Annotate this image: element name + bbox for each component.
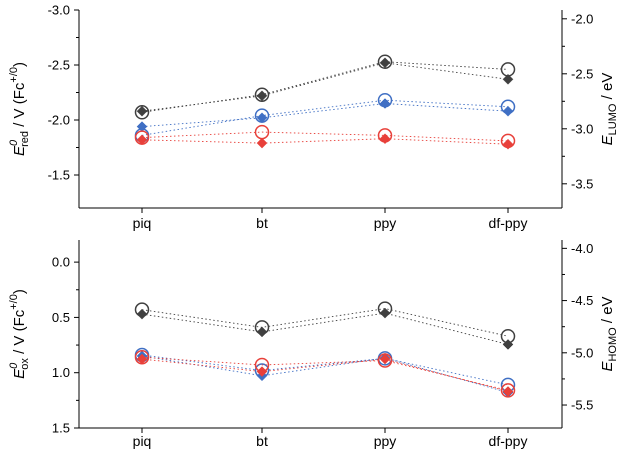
p2-series-line [141, 358, 509, 392]
p1-left-axis-title-main: E [11, 145, 28, 156]
p2-right-axis-title-main: E [599, 361, 616, 372]
p1-left-axis-title-tail: / V (Fc [11, 82, 28, 131]
p1-left-axis-title-tail-sup: +/0 [8, 67, 20, 83]
p1-series-2 [136, 57, 514, 117]
p1-left-tick-label: -2.5 [48, 58, 70, 73]
p1-right-axis-title-tail: / eV [599, 73, 616, 104]
p2-left-axis-title-sup: 0 [8, 362, 20, 369]
p1-series-line [141, 99, 509, 136]
p2-circle-point [500, 383, 516, 398]
p1-diamond-point [136, 105, 148, 117]
p1-diamond-point [136, 134, 148, 146]
p2-diamond-point [502, 386, 514, 397]
p2-left-axis-title-sub: ox [19, 358, 31, 370]
p1-series-5 [134, 124, 516, 149]
p2-diamond-point [256, 366, 268, 377]
p1-right-axis-title-main: E [599, 134, 616, 145]
p2-left-axis-title: E0ox / V (Fc+/0) [8, 289, 31, 379]
p2-category-label: bt [256, 433, 268, 449]
p1-series-line [141, 61, 509, 113]
p1-right-axis-title: ELUMO / eV [599, 73, 619, 146]
p1-right-tick-label: -2.5 [571, 66, 593, 81]
p1-series-line [141, 103, 509, 128]
p1-category-label: bt [256, 215, 268, 231]
chart-panel-1: -1.5 -2.0 -2.5 -3.0 -3.5 -3.0 -2.5 -2.0 piq bt ppy… [8, 3, 619, 232]
p1-category-label: ppy [374, 215, 397, 231]
p2-right-axis-title: EHOMO / eV [599, 296, 619, 371]
p1-series-1 [134, 54, 516, 120]
p1-right-tick-label: -3.0 [571, 121, 593, 136]
p2-series-5 [134, 349, 516, 398]
p2-series-4 [136, 350, 514, 398]
p1-left-axis-title-close: ) [11, 62, 28, 67]
p2-diamond-point [502, 339, 514, 350]
p2-series-2 [136, 307, 514, 350]
p1-diamond-point [256, 137, 268, 149]
p2-diamond-point [136, 308, 148, 320]
p1-diamond-point [256, 112, 268, 124]
p2-right-axis-title-sub: HOMO [607, 327, 619, 362]
p2-series-line [141, 355, 509, 393]
p1-diamond-point [379, 133, 391, 145]
p1-series-line [141, 62, 509, 112]
p1-category-label: df-ppy [489, 215, 528, 231]
p2-left-axis-title-tail-sup: +/0 [8, 294, 20, 310]
p2-right-tick-label: -4.0 [571, 241, 593, 256]
chart-panel-2: 0.0 0.5 1.0 1.5 -5.5 -5.0 -4.5 -4.0 piq bt ppy df-p… [8, 240, 619, 449]
p1-diamond-point [379, 98, 391, 109]
p2-right-tick-label: -4.5 [571, 293, 593, 308]
p1-diamond-point [502, 105, 514, 117]
p2-series-6 [136, 353, 514, 397]
p1-left-axis-title-sub: red [19, 131, 31, 147]
p1-left-tick-label: -3.0 [48, 3, 70, 18]
p1-diamond-point [502, 138, 514, 150]
p1-left-axis-title: E0red / V (Fc+/0) [8, 62, 31, 156]
p2-series-3 [134, 347, 516, 393]
p1-series-3 [134, 92, 516, 143]
p1-category-label: piq [133, 215, 152, 231]
p2-diamond-point [379, 353, 391, 365]
p2-left-tick-label: 0.5 [52, 310, 70, 325]
p1-left-tick-label: -1.5 [48, 168, 70, 183]
p2-diamond-point [256, 326, 268, 338]
p2-left-tick-label: 1.5 [52, 421, 70, 436]
p2-category-label: df-ppy [489, 433, 528, 449]
p1-left-axis-title-sup: 0 [8, 139, 20, 146]
p1-diamond-point [502, 73, 514, 85]
p2-left-axis-title-main: E [11, 368, 28, 379]
p2-category-label: ppy [374, 433, 397, 449]
p2-series-line [141, 312, 509, 345]
p1-diamond-point [379, 57, 391, 69]
p2-right-axis-title-tail: / eV [599, 296, 616, 327]
p2-diamond-point [379, 307, 391, 319]
p2-right-tick-label: -5.5 [571, 398, 593, 413]
p2-left-tick-label: 1.0 [52, 365, 70, 380]
p1-diamond-point [256, 90, 268, 102]
p2-left-axis-title-tail: / V (Fc [11, 309, 28, 358]
p2-category-label: piq [133, 433, 152, 449]
p2-series-line [141, 308, 509, 337]
p1-circle-point [134, 105, 150, 120]
p1-series-4 [136, 98, 514, 132]
p1-circle-point [254, 87, 270, 102]
p2-diamond-point [136, 353, 148, 365]
p2-series-line [141, 356, 509, 391]
p2-left-axis-title-close: ) [11, 289, 28, 294]
p1-circle-point [377, 54, 393, 69]
p1-series-6 [136, 133, 514, 150]
p1-series-line [141, 131, 509, 142]
p1-left-tick-label: -2.0 [48, 113, 70, 128]
p1-series-line [141, 138, 509, 145]
p1-right-axis-title-sub: LUMO [607, 103, 619, 135]
p1-right-tick-label: -3.5 [571, 176, 593, 191]
p2-left-tick-label: 0.0 [52, 255, 70, 270]
p2-right-tick-label: -5.0 [571, 345, 593, 360]
p2-series-line [141, 354, 509, 386]
p1-right-tick-label: -2.0 [571, 11, 593, 26]
